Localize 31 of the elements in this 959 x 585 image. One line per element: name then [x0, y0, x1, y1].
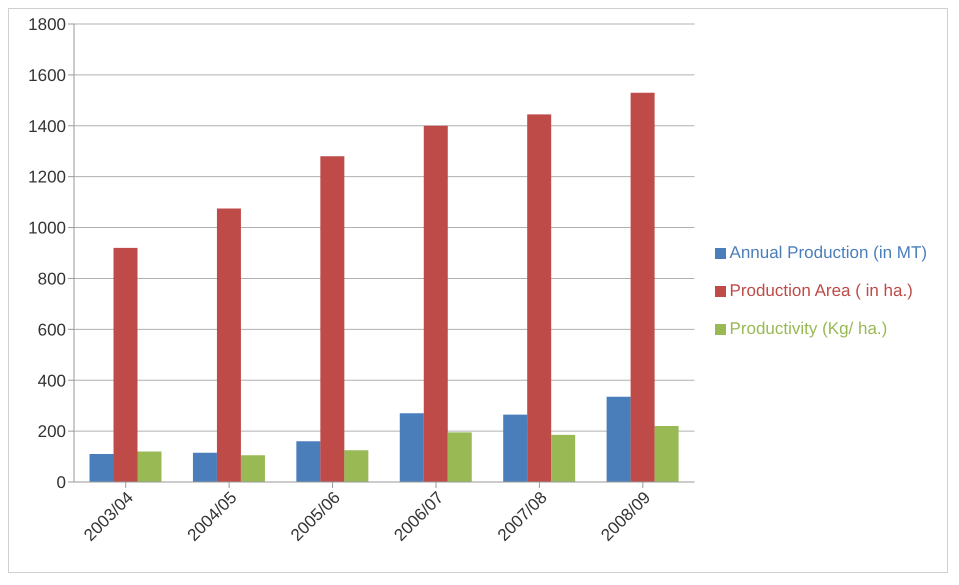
legend-label: Productivity (Kg/ ha.) [730, 318, 888, 338]
bar [296, 441, 320, 482]
bar [400, 413, 424, 482]
y-tick-label: 0 [56, 473, 66, 492]
bar [630, 92, 655, 482]
bar [192, 452, 217, 482]
y-tick-label: 200 [38, 422, 66, 442]
bar [448, 432, 472, 482]
y-tick-label: 600 [38, 320, 66, 340]
legend-label: Production Area ( in ha.) [730, 280, 913, 300]
y-tick-label: 800 [38, 269, 66, 288]
bar [527, 114, 552, 482]
y-tick-label: 1000 [28, 218, 66, 238]
bar [503, 414, 528, 482]
bar [551, 434, 576, 482]
bar [320, 156, 344, 482]
bar [114, 248, 138, 482]
y-tick-label: 1200 [28, 168, 66, 187]
y-tick-label: 1400 [28, 116, 66, 136]
bar [344, 450, 368, 482]
bar [138, 451, 162, 482]
bar [654, 426, 679, 482]
y-tick-label: 1800 [28, 15, 66, 34]
y-tick-label: 1600 [28, 66, 66, 85]
y-tick-label: 400 [38, 371, 66, 390]
bar [90, 454, 114, 482]
bar [216, 208, 241, 482]
bar [424, 126, 448, 482]
legend-label: Annual Production (in MT) [730, 242, 927, 262]
bar [240, 455, 265, 482]
bar [606, 396, 631, 482]
